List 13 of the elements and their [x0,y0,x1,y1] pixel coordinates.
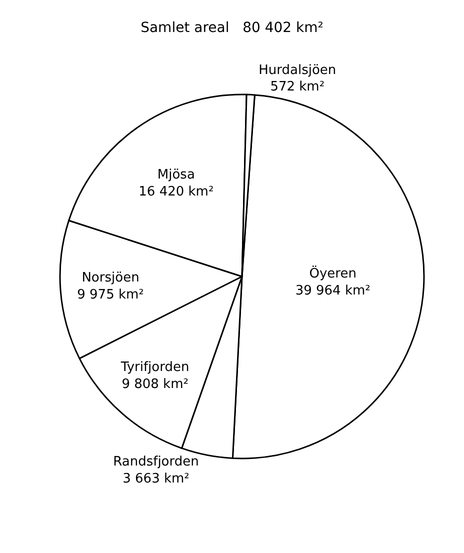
slice-label: Hurdalsjöen [258,62,336,78]
data-label: 39 964 km² [295,283,370,298]
slice-label: Öyeren [309,266,356,282]
data-label: 9 808 km² [122,376,188,392]
slice-label: Tyrifjorden [120,360,190,376]
data-label: 9 975 km² [77,288,144,303]
data-label: 16 420 km² [138,184,214,200]
slice-label: Mjösa [157,168,195,183]
data-label: 3 663 km² [122,471,190,486]
slice-label: Randsfjorden [113,454,199,470]
data-label: 572 km² [270,80,325,95]
slice-label: Norsjöen [82,270,140,286]
chart-title: Samlet areal 80 402 km² [140,20,324,36]
